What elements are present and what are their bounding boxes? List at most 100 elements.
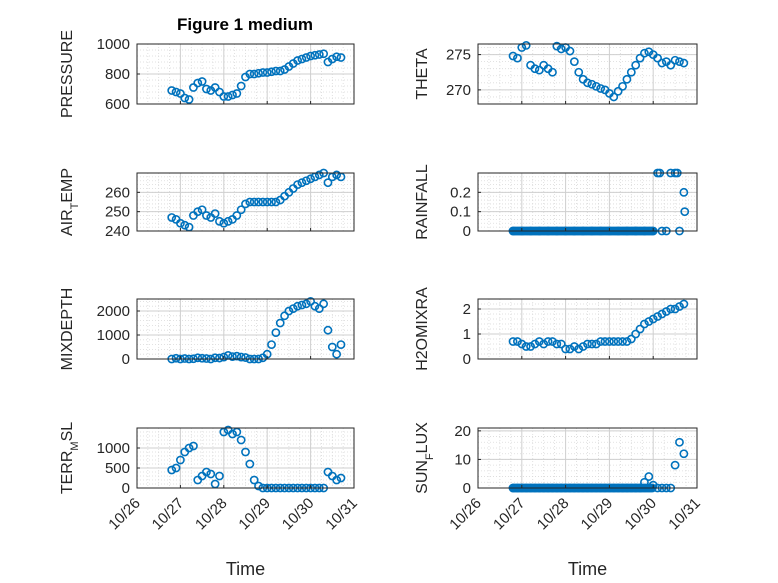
data-point bbox=[210, 353, 220, 363]
data-point bbox=[219, 92, 229, 101]
data-point bbox=[513, 337, 522, 346]
data-point bbox=[210, 83, 220, 92]
data-point bbox=[534, 65, 544, 75]
data-point bbox=[171, 463, 181, 473]
data-point bbox=[228, 90, 237, 100]
data-point bbox=[189, 83, 198, 92]
data-point bbox=[640, 319, 649, 329]
data-point bbox=[193, 207, 203, 217]
data-point bbox=[609, 337, 619, 346]
data-point bbox=[543, 337, 553, 346]
data-point bbox=[618, 337, 627, 346]
data-point bbox=[626, 67, 636, 77]
data-point bbox=[301, 299, 311, 309]
y-tick-label: 0 bbox=[122, 351, 130, 368]
data-point bbox=[254, 481, 263, 491]
data-point bbox=[657, 309, 667, 319]
data-point bbox=[591, 339, 601, 349]
y-axis-label: H2OMIXRA bbox=[414, 287, 431, 371]
data-point bbox=[517, 339, 527, 349]
data-point bbox=[565, 344, 575, 354]
data-point bbox=[578, 342, 588, 351]
axes-box bbox=[477, 427, 698, 489]
y-tick-label: 1000 bbox=[97, 440, 130, 457]
data-point bbox=[210, 209, 220, 218]
data-point bbox=[293, 56, 302, 65]
data-point bbox=[180, 93, 190, 103]
data-point bbox=[534, 337, 544, 346]
data-point bbox=[254, 68, 263, 78]
y-axis-label: PRESSURE bbox=[59, 30, 76, 118]
y-tick-label: 1000 bbox=[97, 36, 130, 53]
data-point bbox=[301, 53, 311, 62]
subplot-rainfall: 0 0.1 0.2 RAINFALL bbox=[414, 164, 698, 240]
data-point bbox=[332, 349, 342, 359]
x-axis-label: Time bbox=[226, 559, 265, 579]
data-point bbox=[679, 449, 689, 459]
data-point bbox=[680, 207, 690, 217]
axes-box bbox=[477, 43, 698, 105]
data-point bbox=[189, 441, 198, 451]
data-point bbox=[648, 314, 658, 324]
data-point bbox=[635, 324, 645, 334]
data-point bbox=[202, 467, 211, 477]
data-point bbox=[336, 473, 346, 483]
data-point bbox=[175, 218, 185, 228]
data-point bbox=[215, 87, 224, 97]
data-point bbox=[245, 69, 255, 79]
data-point bbox=[587, 339, 597, 349]
data-point bbox=[521, 342, 531, 351]
y-tick-label: 1 bbox=[463, 326, 471, 343]
y-tick-label: 0 bbox=[122, 480, 130, 497]
y-tick-label: 275 bbox=[446, 47, 471, 64]
axes-box bbox=[136, 298, 355, 360]
data-point bbox=[631, 329, 641, 339]
axes-box bbox=[136, 427, 355, 489]
subplot-mixdepth: 0 1000 2000 MIXDEPTH bbox=[59, 288, 355, 370]
data-point bbox=[679, 58, 689, 68]
data-point bbox=[175, 89, 185, 98]
data-point bbox=[675, 437, 684, 447]
data-point bbox=[271, 66, 281, 76]
y-tick-label: 240 bbox=[105, 223, 130, 240]
data-point bbox=[661, 307, 671, 316]
data-point bbox=[314, 50, 324, 59]
data-point bbox=[670, 304, 680, 314]
data-point bbox=[670, 460, 680, 470]
data-point bbox=[332, 52, 342, 62]
data-point bbox=[267, 197, 276, 207]
subplot-pressure: 600 800 1000 PRESSURE bbox=[59, 30, 355, 118]
data-point bbox=[644, 317, 654, 326]
data-point bbox=[184, 95, 194, 104]
data-point bbox=[548, 67, 557, 77]
data-point bbox=[332, 170, 342, 180]
data-point bbox=[583, 78, 592, 88]
data-point bbox=[215, 353, 224, 363]
data-point bbox=[275, 318, 285, 328]
data-point bbox=[258, 68, 268, 77]
subplot-h2omixra: 0 1 2 H2OMIXRA bbox=[414, 287, 698, 371]
subplot-theta: 270 275 THETA bbox=[414, 41, 698, 105]
data-point bbox=[267, 340, 276, 349]
data-point bbox=[635, 53, 645, 63]
axes-box bbox=[477, 172, 698, 232]
y-tick-label: 260 bbox=[105, 184, 130, 201]
data-point bbox=[556, 339, 566, 349]
data-point bbox=[215, 216, 224, 226]
data-point bbox=[640, 48, 649, 58]
plot-area bbox=[478, 173, 697, 231]
data-point bbox=[613, 86, 623, 96]
data-point bbox=[319, 299, 329, 309]
data-point bbox=[167, 213, 177, 222]
y-tick-label: 270 bbox=[446, 82, 471, 99]
data-point bbox=[236, 352, 246, 362]
data-point bbox=[197, 353, 207, 363]
data-point bbox=[223, 92, 233, 101]
data-point bbox=[530, 339, 540, 349]
data-point bbox=[600, 337, 610, 346]
data-point bbox=[202, 84, 211, 94]
data-point bbox=[596, 84, 606, 93]
data-point bbox=[310, 301, 320, 311]
data-point bbox=[666, 60, 676, 70]
data-point bbox=[306, 174, 315, 184]
